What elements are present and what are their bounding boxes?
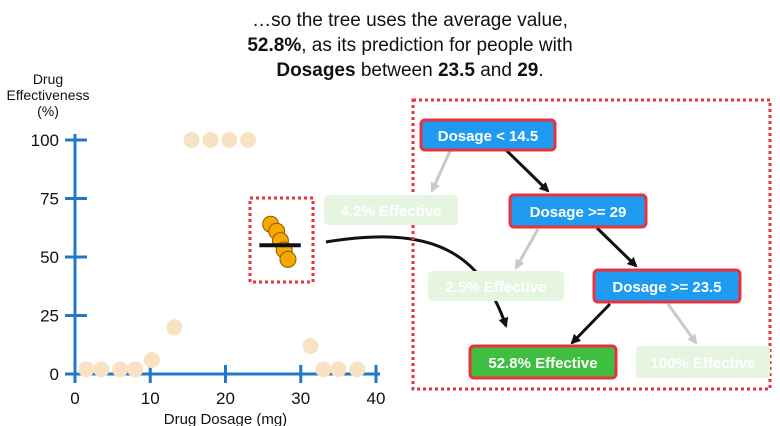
data-points	[78, 132, 366, 378]
subset-highlight-box	[248, 196, 315, 284]
chart-axes: 0 10 20 30 40 0 25 50 75 100 Drug Dosage (mg)	[31, 131, 386, 426]
caption-low-bound: 23.5	[437, 60, 475, 81]
caption: …so the tree uses the average value, 52.…	[190, 8, 630, 83]
caption-and-word: and	[474, 60, 518, 81]
edge-n2-leaf2	[514, 228, 540, 270]
caption-between-word: between	[355, 60, 438, 81]
faded-point	[315, 361, 332, 378]
caption-dosages-term: Dosages	[276, 60, 356, 81]
faded-point	[112, 361, 129, 378]
x-tick-label: 0	[70, 389, 79, 408]
y-tick-label: 0	[50, 365, 59, 384]
edge-n2-n3	[595, 226, 638, 268]
caption-line-2-rest: , as its prediction for people with	[301, 35, 573, 56]
faded-point	[127, 361, 144, 378]
y-tick-label: 75	[40, 190, 59, 209]
svg-text:Dosage >= 29: Dosage >= 29	[530, 204, 627, 221]
faded-point	[93, 361, 110, 378]
caption-average-value: 52.8%	[247, 35, 302, 56]
leaf-4-2-effective: 4.2% Effective	[324, 195, 458, 225]
y-tick-label: 100	[31, 131, 59, 150]
faded-point	[302, 337, 319, 354]
node-dosage-gte-29: Dosage >= 29	[508, 193, 648, 229]
faded-point	[143, 351, 160, 368]
x-tick-label: 30	[291, 389, 310, 408]
svg-text:Dosage < 14.5: Dosage < 14.5	[438, 128, 538, 145]
faded-point	[183, 132, 200, 148]
svg-text:52.8% Effective: 52.8% Effective	[488, 355, 597, 372]
leaf-52-8-effective: 52.8% Effective	[468, 344, 618, 380]
y-axis-label: Drug Effectiveness (%)	[0, 71, 96, 119]
y-axis-label-line-2: Effectiveness	[6, 87, 90, 103]
leaf-2-5-effective: 2.5% Effective	[428, 271, 564, 301]
x-tick-label: 20	[216, 389, 235, 408]
y-axis-label-line-3: (%)	[37, 103, 59, 119]
caption-line-3: Dosages between 23.5 and 29.	[190, 58, 630, 83]
svg-text:4.2% Effective: 4.2% Effective	[341, 203, 442, 220]
edge-root-leaf1	[430, 150, 452, 193]
tree-highlight-frame	[411, 98, 772, 391]
caption-high-bound: 29	[517, 60, 539, 81]
faded-point	[166, 319, 183, 336]
caption-period: .	[538, 60, 544, 81]
svg-text:Dosage >= 23.5: Dosage >= 23.5	[612, 279, 721, 296]
x-axis-label: Drug Dosage (mg)	[164, 411, 287, 426]
edge-n3-leaf4	[666, 303, 698, 345]
faded-point	[349, 361, 366, 378]
node-dosage-gte-23-5: Dosage >= 23.5	[592, 268, 742, 304]
highlighted-point	[279, 250, 297, 268]
x-tick-label: 40	[367, 389, 386, 408]
edge-n3-leaf3	[570, 302, 612, 345]
node-dosage-lt-14-5: Dosage < 14.5	[419, 118, 557, 152]
leaf-100-effective: 100% Effective	[636, 346, 770, 378]
svg-text:100% Effective: 100% Effective	[650, 355, 755, 372]
y-tick-label: 25	[40, 307, 59, 326]
faded-point	[240, 132, 257, 148]
x-tick-label: 10	[141, 389, 160, 408]
y-tick-label: 50	[40, 248, 59, 267]
faded-point	[221, 132, 238, 148]
y-axis-label-line-1: Drug	[32, 71, 64, 87]
edge-root-n2	[503, 147, 550, 193]
caption-line-2: 52.8%, as its prediction for people with	[190, 33, 630, 58]
faded-point	[78, 361, 95, 378]
faded-point	[202, 132, 219, 148]
caption-line-1: …so the tree uses the average value,	[252, 10, 568, 31]
faded-point	[330, 361, 347, 378]
svg-text:2.5% Effective: 2.5% Effective	[446, 279, 547, 296]
